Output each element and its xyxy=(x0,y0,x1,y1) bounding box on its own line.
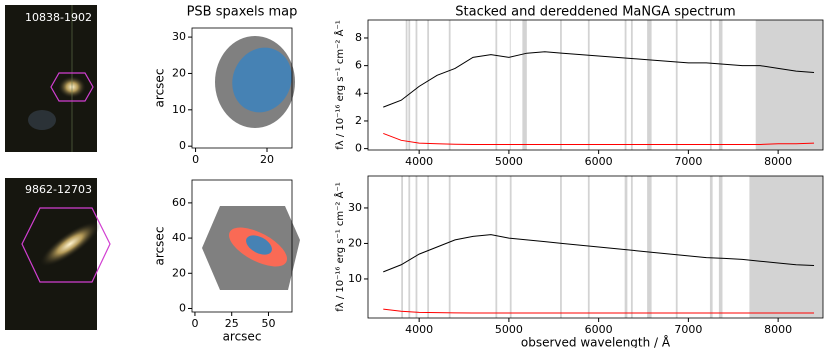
masked-region xyxy=(427,176,430,318)
masked-region xyxy=(509,176,512,318)
masked-region xyxy=(408,20,411,150)
masked-region xyxy=(630,20,633,150)
masked-region xyxy=(495,20,498,150)
x-tick-label: 4000 xyxy=(405,323,433,336)
masked-region xyxy=(495,176,498,318)
x-tick-label: 8000 xyxy=(764,323,792,336)
masked-region xyxy=(448,20,451,150)
axes-frame xyxy=(367,175,824,319)
spectrum-line xyxy=(383,51,815,108)
masked-region xyxy=(718,176,723,318)
masked-region xyxy=(630,176,633,318)
masked-region xyxy=(587,176,590,318)
image-panel: 9862-12703 xyxy=(5,178,111,330)
ifu-hexagon xyxy=(21,207,111,283)
masked-region xyxy=(415,20,418,150)
x-tick-label: 6000 xyxy=(585,323,613,336)
x-axis-label: arcsec xyxy=(223,330,262,344)
masked-region xyxy=(522,20,527,150)
x-tick-label: 0 xyxy=(191,317,198,330)
x-tick-label: 7000 xyxy=(674,323,702,336)
x-tick-label: 7000 xyxy=(674,155,702,168)
y-tick-label: 0 xyxy=(179,301,186,314)
x-axis-label: observed wavelength / Å xyxy=(521,335,671,349)
x-tick-label: 0 xyxy=(192,153,199,166)
y-tick-label: 0 xyxy=(355,142,362,155)
masked-region xyxy=(405,20,408,150)
masked-region xyxy=(709,20,712,150)
y-axis-label: arcsec xyxy=(153,69,167,108)
masked-region xyxy=(755,20,823,150)
galaxy xyxy=(39,221,101,267)
spectrum-line xyxy=(383,308,815,314)
spaxel-map xyxy=(202,206,300,290)
masked-region xyxy=(560,20,562,150)
plate-ifu: 10838-1902 xyxy=(25,11,92,24)
x-tick-label: 25 xyxy=(225,317,239,330)
masked-region xyxy=(427,20,430,150)
axes-frame xyxy=(191,27,293,149)
masked-region xyxy=(587,20,590,150)
x-tick-label: 5000 xyxy=(495,155,523,168)
x-tick-label: 5000 xyxy=(495,323,523,336)
x-tick-label: 50 xyxy=(261,317,275,330)
psb-spaxels xyxy=(232,47,292,113)
psb-spaxels xyxy=(246,235,272,255)
y-tick-label: 0 xyxy=(179,139,186,152)
y-axis-label: fλ / 10⁻¹⁶ erg s⁻¹ cm⁻² Å⁻¹ xyxy=(333,182,346,312)
x-tick-label: 4000 xyxy=(405,155,433,168)
y-tick-label: 60 xyxy=(172,196,186,209)
chart-title: PSB spaxels map xyxy=(187,5,298,20)
y-tick-label: 4 xyxy=(355,86,362,99)
x-tick-label: 6000 xyxy=(585,155,613,168)
y-axis-label: arcsec xyxy=(153,227,167,266)
masked-region xyxy=(401,176,403,318)
y-tick-label: 8 xyxy=(355,31,362,44)
masked-region xyxy=(647,20,652,150)
spectrum-line xyxy=(383,132,815,145)
spectrum-line xyxy=(383,234,815,273)
y-tick-label: 40 xyxy=(172,231,186,244)
galaxy xyxy=(28,110,56,130)
spaxel-map xyxy=(215,36,295,128)
masked-region xyxy=(647,176,652,318)
ifu-hexagon xyxy=(50,72,94,102)
y-tick-label: 30 xyxy=(172,30,186,43)
image-panel: 10838-1902 xyxy=(5,5,97,152)
masked-region xyxy=(675,176,678,318)
masked-region xyxy=(624,176,628,318)
masked-region xyxy=(509,20,511,150)
y-tick-label: 10 xyxy=(172,103,186,116)
y-tick-label: 20 xyxy=(348,236,362,249)
masked-region xyxy=(749,176,823,318)
masked-region xyxy=(560,176,562,318)
y-tick-label: 6 xyxy=(355,59,362,72)
y-tick-label: 2 xyxy=(355,114,362,127)
chart-title: Stacked and dereddened MaNGA spectrum xyxy=(455,5,735,20)
plate-ifu: 9862-12703 xyxy=(25,183,92,196)
axes-frame xyxy=(367,19,824,151)
y-tick-label: 30 xyxy=(348,201,362,214)
y-tick-label: 20 xyxy=(172,266,186,279)
masked-region xyxy=(675,20,678,150)
masked-region xyxy=(408,176,411,318)
masked-region xyxy=(709,176,713,318)
masked-region xyxy=(448,176,451,318)
y-axis-label: fλ / 10⁻¹⁶ erg s⁻¹ cm⁻² Å⁻¹ xyxy=(333,20,346,150)
x-tick-label: 8000 xyxy=(764,155,792,168)
y-tick-label: 20 xyxy=(172,66,186,79)
galaxy-image xyxy=(5,5,97,152)
axes-frame xyxy=(191,179,293,313)
y-tick-label: 10 xyxy=(348,272,362,285)
x-tick-label: 20 xyxy=(260,153,274,166)
masked-region xyxy=(415,176,418,318)
masked-region xyxy=(718,20,723,150)
masked-region xyxy=(624,20,627,150)
